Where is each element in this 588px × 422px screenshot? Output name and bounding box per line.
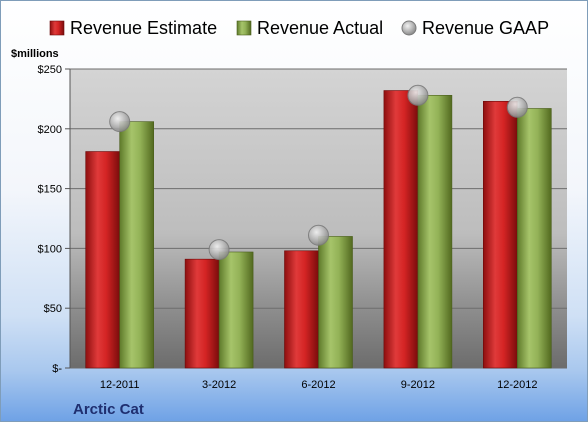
x-tick-label: 6-2012 [301, 379, 335, 391]
marker-revenue-gaap [506, 96, 528, 118]
y-axis-unit-label: $millions [11, 48, 59, 60]
company-name: Arctic Cat [73, 401, 144, 418]
x-tick-label: 9-2012 [401, 379, 435, 391]
legend: Revenue Estimate Revenue Actual Revenue GA… [49, 18, 549, 38]
y-tick-label: $150 [38, 184, 62, 196]
bar-revenue-estimate [284, 250, 319, 369]
bars [85, 90, 552, 369]
y-axis-ticks: $- $50 $100 $150 $200 $250 [38, 64, 71, 375]
bar-revenue-actual [119, 121, 154, 369]
bar-revenue-estimate [184, 258, 220, 369]
marker-revenue-gaap [308, 224, 329, 246]
legend-label: Revenue Actual [257, 18, 383, 38]
legend-label: Revenue GAAP [422, 18, 549, 38]
bar-revenue-estimate [482, 100, 518, 369]
y-tick-label: $200 [38, 124, 62, 136]
legend-swatch [401, 20, 417, 36]
bar-revenue-actual [516, 108, 552, 369]
y-tick-label: $100 [38, 243, 62, 255]
x-tick-label: 3-2012 [202, 379, 236, 391]
bar-revenue-estimate [85, 151, 120, 369]
y-tick-label: $50 [44, 303, 62, 315]
bar-revenue-estimate [383, 90, 419, 369]
bar-revenue-actual [417, 95, 453, 369]
x-axis-ticks: 12-2011 3-2012 6-2012 9-2012 12-2012 [100, 379, 538, 391]
legend-label: Revenue Estimate [70, 18, 217, 38]
x-tick-label: 12-2012 [497, 379, 537, 391]
bar-revenue-actual [318, 236, 353, 369]
marker-revenue-gaap [208, 239, 230, 261]
y-tick-label: $- [52, 363, 62, 375]
y-tick-label: $250 [38, 64, 62, 76]
marker-revenue-gaap [109, 111, 131, 133]
x-tick-label: 12-2011 [100, 379, 140, 391]
bar-revenue-actual [218, 251, 254, 369]
gaap-markers [109, 84, 528, 261]
legend-swatch [49, 20, 65, 36]
marker-revenue-gaap [407, 84, 429, 106]
legend-swatch [236, 20, 252, 36]
